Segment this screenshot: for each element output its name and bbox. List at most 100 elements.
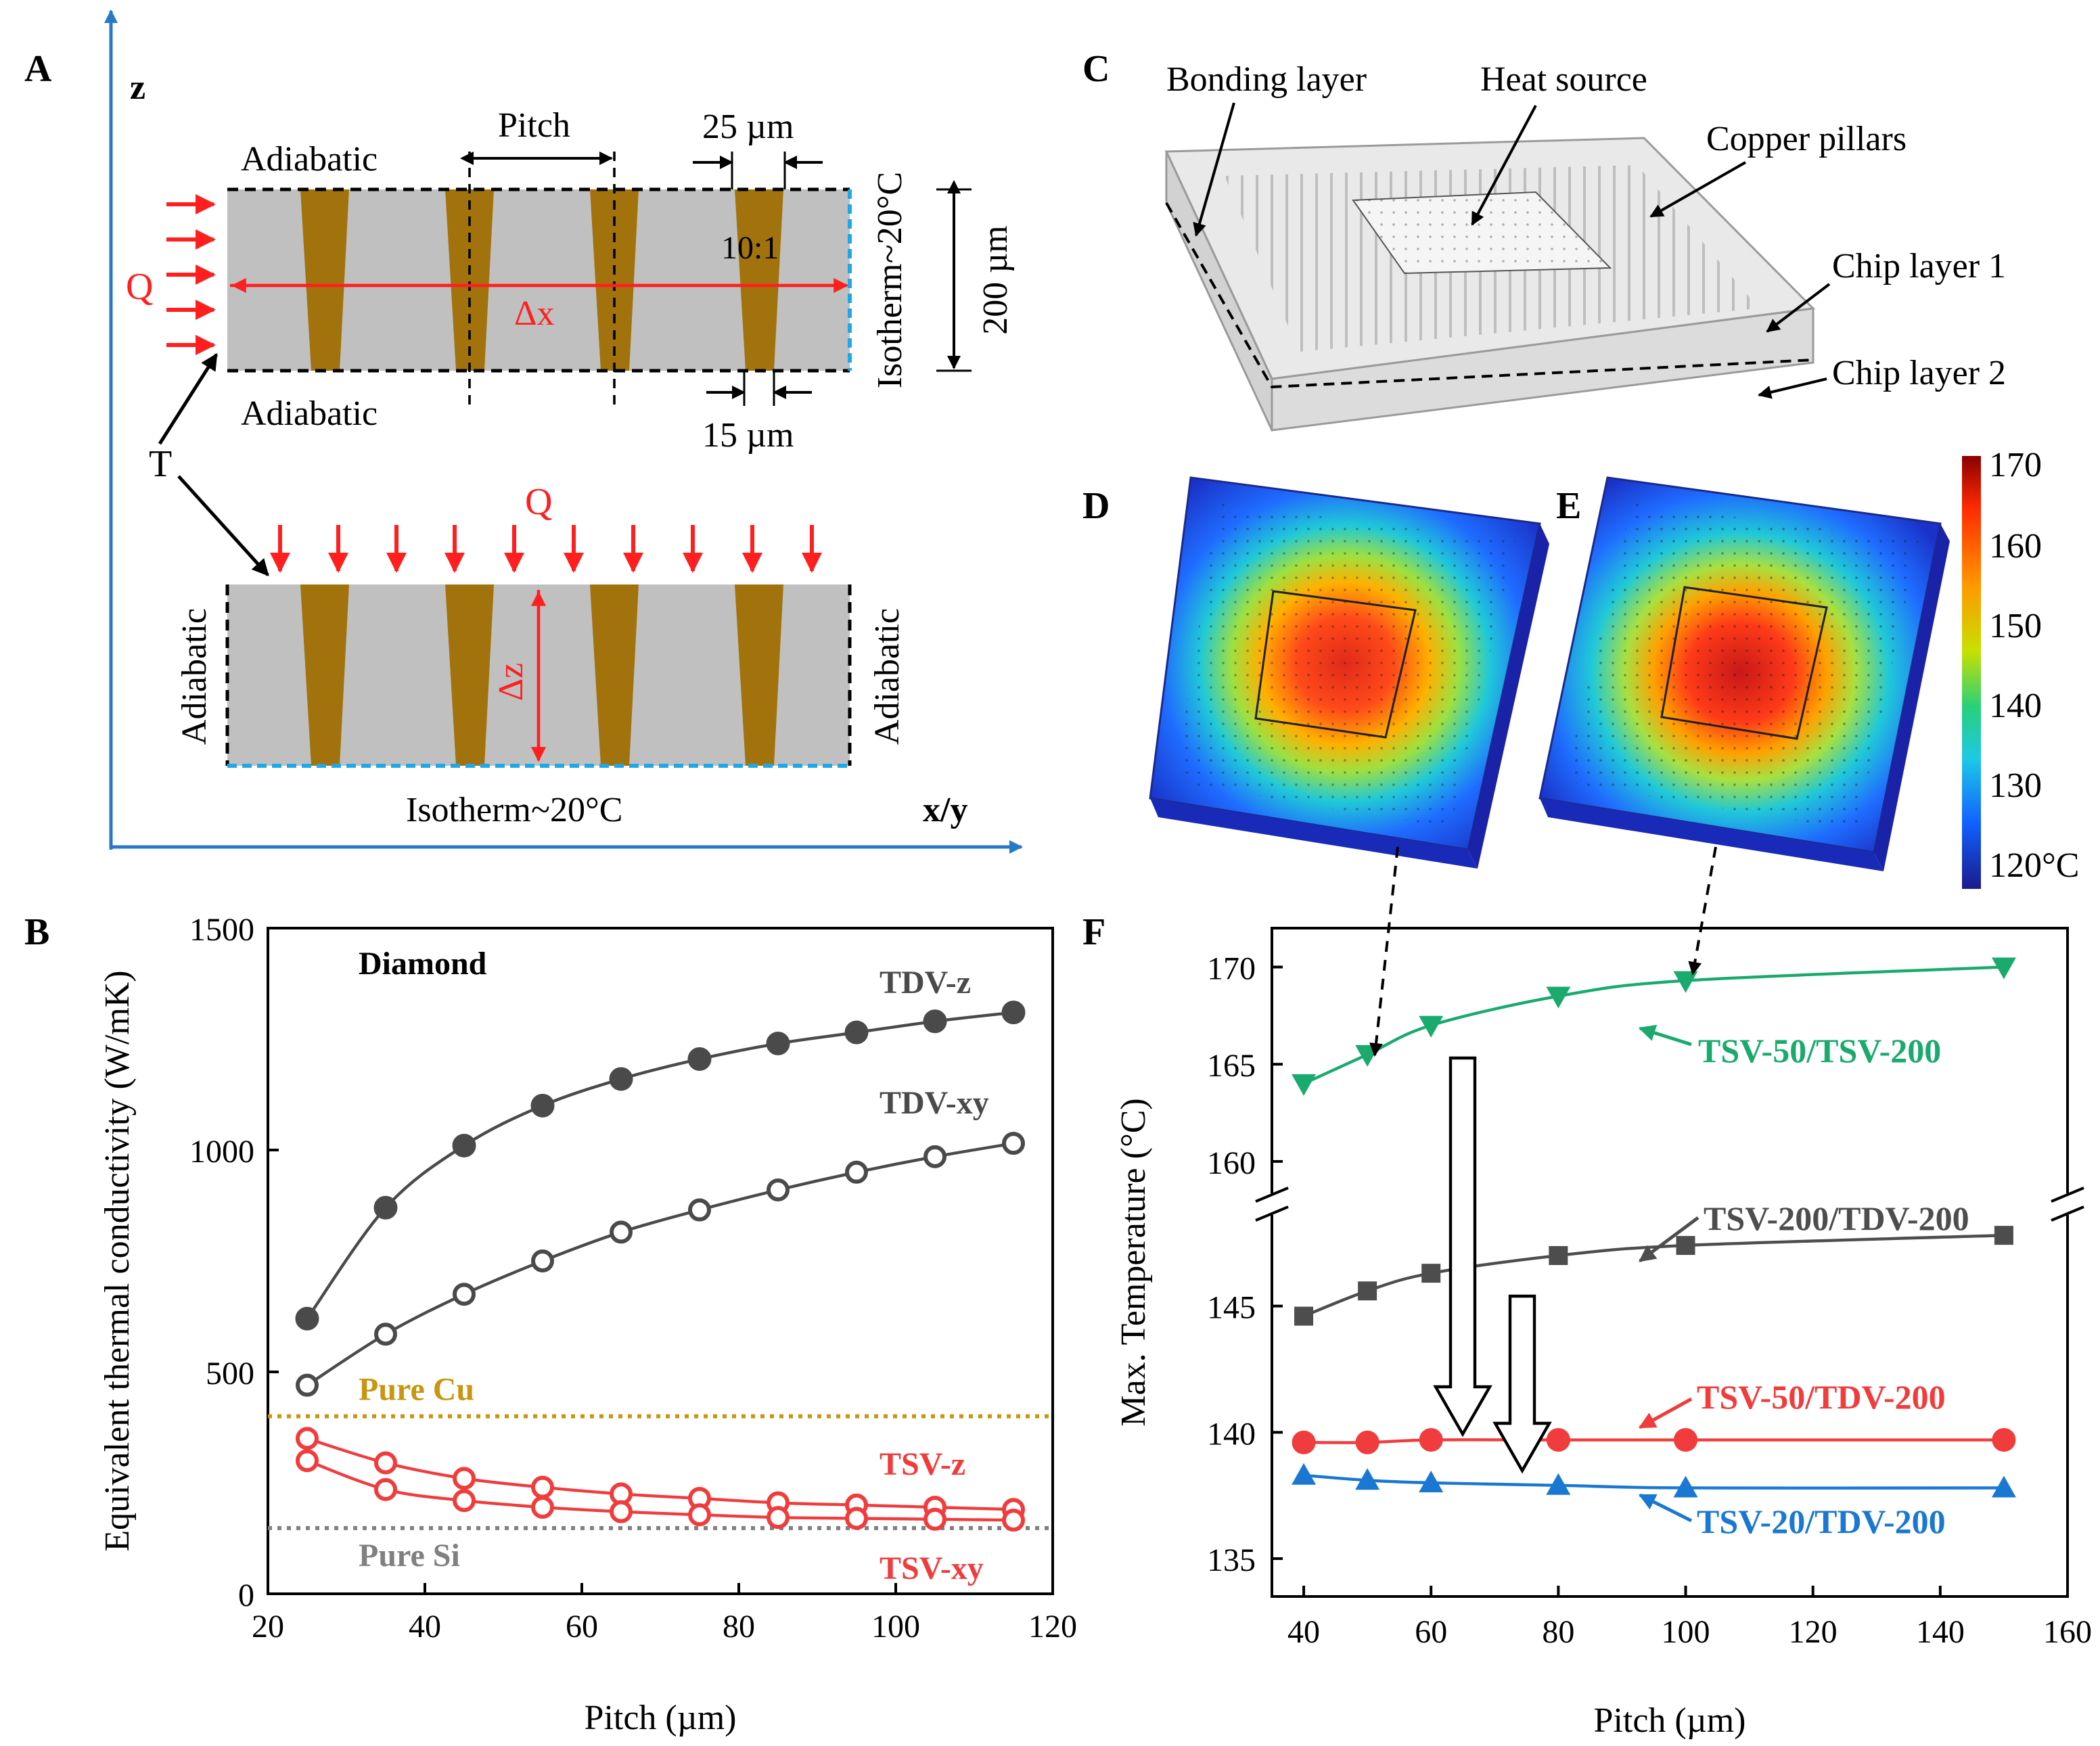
data-point [296, 1427, 319, 1450]
copper-via [735, 584, 783, 766]
x-tick-label: 120 [1028, 1609, 1077, 1645]
data-point [1676, 1236, 1695, 1256]
series-label: TSV-xy [880, 1550, 984, 1586]
copper-pillars-label: Copper pillars [1706, 120, 1907, 158]
data-point [1292, 1430, 1316, 1454]
copper-via [735, 189, 783, 371]
data-point [374, 1323, 397, 1346]
colorbar-tick: 120°C [1989, 846, 2079, 885]
copper-via [445, 189, 494, 371]
adiabatic-top-label: Adiabatic [241, 140, 378, 179]
colorbar-tick: 160 [1989, 527, 2042, 566]
data-point [296, 1449, 319, 1473]
copper-via [590, 584, 639, 766]
data-point [296, 1373, 319, 1397]
chip-layer-2-pointer [1758, 377, 1827, 399]
panel-c-label: C [1082, 48, 1110, 90]
data-point [1002, 1509, 1025, 1532]
heat-source-label: Heat source [1480, 60, 1647, 99]
data-point [923, 1009, 947, 1034]
lateral-heat-flux [166, 194, 216, 355]
axis-break-mark [1255, 1205, 1289, 1222]
data-point [531, 1475, 554, 1499]
y-tick-label: 160 [1207, 1145, 1256, 1181]
lateral-q-label: Q [126, 266, 153, 308]
chip-side-e [1540, 798, 1884, 871]
data-point [1419, 1015, 1444, 1038]
chip-layer-1-pointer [1766, 283, 1831, 333]
x-tick-label: 40 [1287, 1614, 1320, 1650]
series-line [1304, 1438, 2004, 1444]
axis-break-mark [2051, 1205, 2084, 1222]
isotherm-bottom-label: Isotherm~20°C [406, 791, 622, 829]
adiabatic-left-label: Adiabatic [175, 608, 214, 745]
x-axis-label: Pitch (µm) [585, 1699, 737, 1737]
y-tick-label: 500 [206, 1356, 254, 1392]
x-tick-label: 160 [2043, 1614, 2092, 1650]
bottom-width-label: 15 µm [702, 416, 794, 455]
series-label: TSV-200/TDV-200 [1704, 1199, 1969, 1237]
x-tick-label: 100 [871, 1609, 920, 1645]
adiabatic-bottom-label: Adiabatic [241, 394, 378, 433]
data-point [1294, 1306, 1314, 1326]
x-tick-label: 80 [723, 1609, 755, 1645]
data-point [1355, 1468, 1380, 1490]
x-tick-label: 80 [1542, 1614, 1574, 1650]
x-tick-label: 60 [1415, 1614, 1447, 1650]
x-tick-label: 100 [1662, 1614, 1710, 1650]
series-label: TSV-50/TSV-200 [1698, 1032, 1941, 1070]
data-point [1546, 1428, 1570, 1452]
copper-via [300, 189, 349, 371]
data-point [1001, 1001, 1026, 1025]
data-point [1549, 1246, 1568, 1265]
data-point [1421, 1264, 1441, 1283]
colorbar-tick: 140 [1989, 687, 2042, 725]
y-tick-label: 140 [1207, 1416, 1256, 1452]
data-point [531, 1496, 554, 1519]
data-point [1991, 957, 2016, 980]
thickness-label: 200 µm [976, 225, 1015, 334]
heat-source-pointer [1471, 105, 1537, 226]
panel-e: E [1538, 476, 1950, 871]
chip-stack-3d [1164, 137, 1816, 432]
data-point [688, 1198, 711, 1222]
series-label: TSV-20/TDV-200 [1697, 1502, 1946, 1540]
vertical-model: Q Δz Adiabatic Adiabatic Isotherm~20°C [175, 481, 907, 829]
copper-pillars-pointer [1649, 161, 1746, 218]
y-tick-label: 1000 [189, 1134, 254, 1170]
data-point [1358, 1281, 1377, 1301]
y-tick-label: 145 [1207, 1290, 1256, 1326]
data-point [453, 1489, 476, 1513]
heat-source-outline-e [1660, 586, 1828, 740]
data-point [844, 1020, 869, 1044]
y-tick-label: 135 [1207, 1542, 1256, 1578]
data-point [767, 1178, 790, 1202]
data-point [295, 1306, 319, 1331]
t-pointer [177, 475, 269, 576]
panel-e-label: E [1556, 485, 1581, 527]
data-point [453, 1283, 476, 1306]
temperature-chart: 40 60 80 100 120 140 160 135 140 145 160 165 170 Pitc… [1114, 927, 2092, 1740]
bonding-layer-label: Bonding layer [1166, 60, 1367, 99]
data-point [767, 1506, 790, 1530]
series-label: TDV-z [880, 965, 971, 1001]
panel-f: F 40 60 80 100 120 140 160 135 140 145 160 165 170 Pi… [1082, 911, 2092, 1740]
data-point [1419, 1471, 1444, 1492]
chip-layer-2-label: Chip layer 2 [1832, 354, 2006, 392]
xy-axis-label: x/y [923, 791, 967, 829]
data-point [1419, 1428, 1443, 1452]
panel-b-label: B [24, 911, 49, 953]
series-label: TSV-50/TDV-200 [1697, 1378, 1946, 1416]
colorbar-tick: 150 [1989, 607, 2042, 645]
data-point [1355, 1430, 1379, 1454]
plot-frame [267, 927, 1054, 1595]
data-point [1673, 1475, 1698, 1498]
reference-line-label: Pure Cu [359, 1372, 474, 1408]
reduction-arrow [1492, 1294, 1552, 1474]
y-axis-label: Equivalent thermal conductivity (W/mK) [98, 970, 137, 1551]
axis-break-mark [2051, 1187, 2084, 1203]
data-point [453, 1467, 476, 1490]
panel-f-label: F [1082, 911, 1105, 953]
series-label-pointer [1638, 1493, 1693, 1523]
chip-side-d [1150, 798, 1478, 869]
